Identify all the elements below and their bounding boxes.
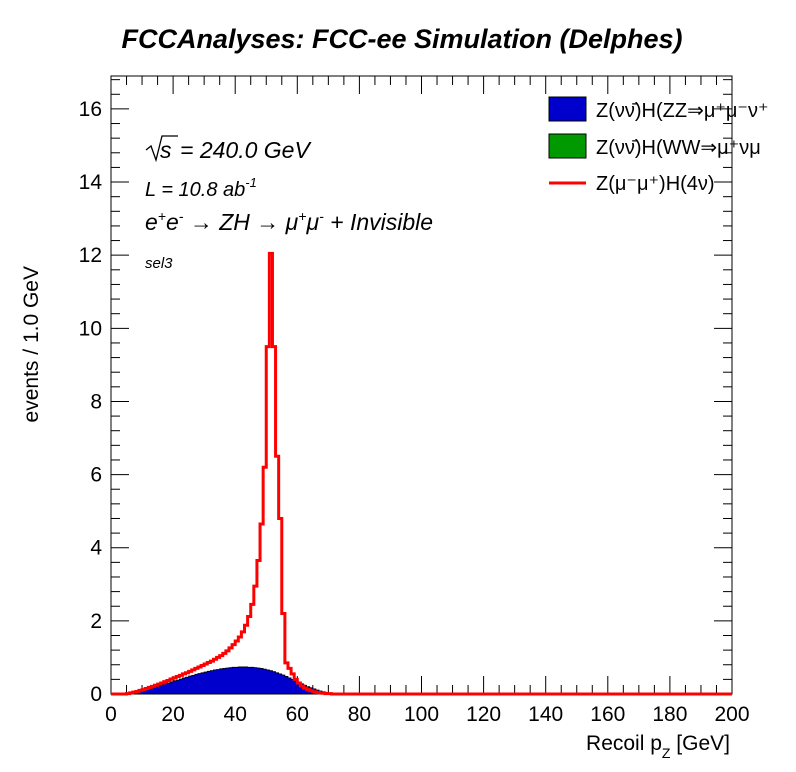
y-tick-label: 16: [79, 98, 102, 121]
x-tick-label: 60: [286, 703, 309, 726]
annotation-sqrt-s: s = 240.0 GeV: [145, 135, 312, 163]
y-tick-label: 2: [90, 610, 102, 633]
x-tick-label: 200: [714, 703, 749, 726]
x-tick-label: 180: [652, 703, 687, 726]
plot-frame: [110, 75, 733, 695]
plot-area: [110, 75, 733, 696]
annotation-process: e+e- → ZH → μ+μ- + Invisible: [145, 208, 433, 235]
y-tick-label: 14: [79, 171, 103, 194]
x-tick-label: 80: [348, 703, 371, 726]
ticks-layer: [110, 76, 733, 695]
y-tick-label: 8: [90, 390, 102, 413]
chart-title: FCCAnalyses: FCC-ee Simulation (Delphes): [121, 24, 682, 54]
annotation-lumi: L = 10.8 ab-1: [145, 175, 257, 201]
x-tick-label: 40: [224, 703, 247, 726]
series-line-2: [111, 251, 732, 696]
x-tick-label: 100: [404, 703, 439, 726]
y-tick-labels: 0 2 4 6 8 10 12 14 16: [79, 98, 103, 706]
legend: Z(νν̄)H(ZZ⇒μ⁺μ⁻ν⁺ Z(νν̄)H(WW⇒μ⁺νμ Z(μ⁻μ⁺…: [548, 96, 769, 195]
line-layer: [111, 251, 732, 696]
annotation-lumi-exp: -1: [245, 175, 257, 190]
y-tick-label: 0: [90, 683, 102, 706]
legend-entry-ww: Z(νν̄)H(WW⇒μ⁺νμ: [548, 133, 761, 159]
annotation-sqrt-s-var: s: [160, 137, 172, 163]
x-tick-label: 160: [590, 703, 625, 726]
x-tick-label: 140: [528, 703, 563, 726]
annotation-lumi-text: L = 10.8 ab: [145, 179, 245, 201]
legend-swatch-zz: [548, 96, 587, 122]
legend-entry-zz: Z(νν̄)H(ZZ⇒μ⁺μ⁻ν⁺: [548, 96, 769, 122]
x-tick-labels: 0 20 40 60 80 100 120 140 160 180 200: [105, 703, 749, 726]
legend-entry-4nu: Z(μ⁻μ⁺)H(4ν): [549, 173, 715, 195]
annotation-sqrt-s-value: = 240.0 GeV: [180, 137, 312, 163]
annotations: s = 240.0 GeV L = 10.8 ab-1 e+e- → ZH → …: [145, 135, 433, 272]
x-tick-label: 20: [161, 703, 184, 726]
x-tick-label: 120: [466, 703, 501, 726]
y-axis-label: events / 1.0 GeV: [20, 266, 43, 422]
legend-label-4nu: Z(μ⁻μ⁺)H(4ν): [596, 173, 715, 195]
legend-label-ww: Z(νν̄)H(WW⇒μ⁺νμ: [596, 137, 761, 159]
y-tick-label: 4: [90, 537, 102, 560]
legend-label-zz: Z(νν̄)H(ZZ⇒μ⁺μ⁻ν⁺: [596, 100, 769, 122]
y-tick-label: 12: [79, 244, 102, 267]
x-tick-label: 0: [105, 703, 117, 726]
y-tick-label: 6: [90, 464, 102, 487]
legend-swatch-ww: [548, 133, 587, 159]
annotation-selection: sel3: [145, 255, 173, 272]
y-tick-label: 10: [79, 317, 102, 340]
x-axis-label: Recoil pZ [GeV]: [586, 732, 730, 761]
sqrt-symbol: [145, 135, 178, 163]
